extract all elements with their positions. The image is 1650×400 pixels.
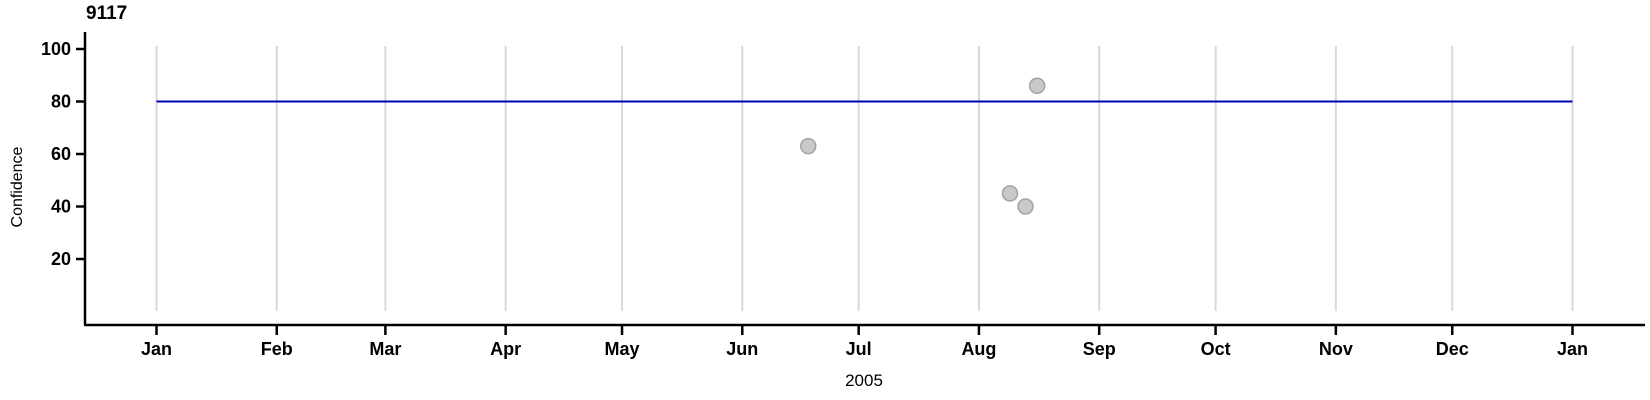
y-tick-label: 80: [51, 92, 71, 112]
y-tick-label: 20: [51, 249, 71, 269]
data-point: [1001, 185, 1019, 202]
x-tick-label: Jan: [141, 339, 172, 359]
x-tick-label: Jul: [846, 339, 872, 359]
x-axis-year-label: 2005: [845, 371, 883, 390]
x-tick-label: Apr: [490, 339, 521, 359]
x-tick-label: Nov: [1319, 339, 1353, 359]
x-tick-label: May: [605, 339, 640, 359]
x-tick-label: Feb: [261, 339, 293, 359]
y-tick-label: 100: [41, 39, 71, 59]
x-tick-label: Oct: [1201, 339, 1231, 359]
x-tick-label: Jun: [726, 339, 758, 359]
data-point: [1017, 198, 1034, 215]
y-tick-label: 40: [51, 197, 71, 217]
data-point: [799, 137, 817, 155]
data-point: [1028, 77, 1046, 94]
chart-title: 9117: [86, 3, 128, 24]
y-tick-label: 60: [51, 144, 71, 164]
x-tick-label: Jan: [1557, 339, 1588, 359]
x-tick-label: Aug: [961, 339, 996, 359]
x-tick-label: Sep: [1083, 339, 1116, 359]
x-tick-label: Mar: [369, 339, 401, 359]
x-tick-label: Dec: [1436, 339, 1469, 359]
